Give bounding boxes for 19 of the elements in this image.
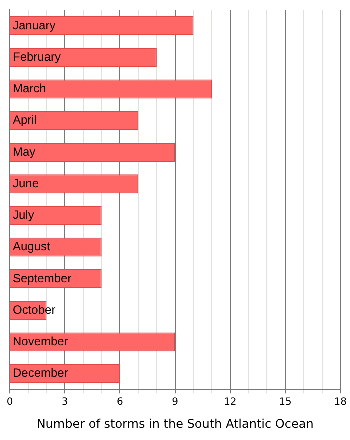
x-tick-label: 12 <box>224 397 237 408</box>
y-tick-label: June <box>13 176 40 190</box>
x-tick-label: 3 <box>62 397 68 408</box>
y-tick-label: December <box>13 366 68 380</box>
x-tick-label: 9 <box>172 397 179 408</box>
y-tick-label: March <box>13 82 46 96</box>
x-tick-label: 18 <box>334 397 348 408</box>
y-tick-label: May <box>13 144 36 159</box>
y-tick-label: July <box>13 208 34 222</box>
x-axis-title: Number of storms in the South Atlantic Ocean <box>36 416 314 431</box>
y-tick-label: January <box>13 18 56 32</box>
x-tick-label: 15 <box>279 397 292 408</box>
y-tick-label: November <box>13 334 68 348</box>
y-tick-label: September <box>13 271 72 286</box>
y-tick-label: February <box>13 50 62 64</box>
x-tick-label: 0 <box>6 397 14 408</box>
y-tick-label: August <box>13 240 52 254</box>
x-tick-label: 6 <box>117 397 124 408</box>
y-tick-label: April <box>13 113 38 128</box>
